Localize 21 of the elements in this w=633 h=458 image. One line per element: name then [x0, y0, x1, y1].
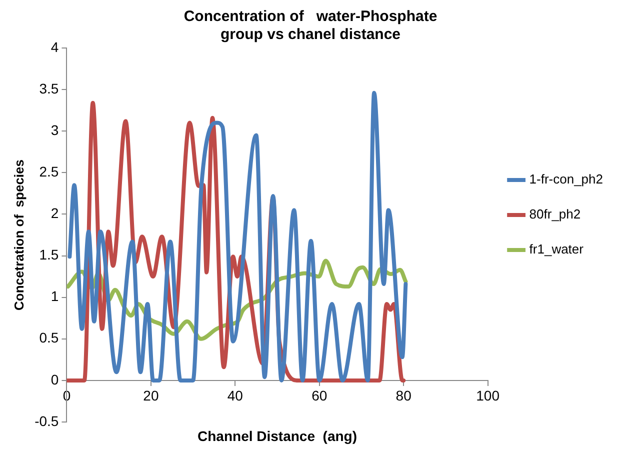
- y-tick-label: 1: [50, 288, 59, 304]
- x-tick-label: 80: [396, 388, 412, 404]
- y-tick-label: 2: [50, 205, 59, 222]
- y-tick-label: -0.5: [34, 412, 59, 429]
- x-axis-title: Channel Distance (ang): [198, 428, 357, 444]
- x-tick-label: 60: [312, 388, 328, 404]
- legend-label: 1-fr-con_ph2: [529, 172, 604, 187]
- chart-title: Concentration of water-Phosphate group vs chanel distance: [184, 8, 438, 44]
- legend-label: fr1_water: [529, 242, 584, 257]
- y-tick-label: 0: [50, 371, 59, 388]
- y-tick-label: 3.5: [39, 80, 59, 96]
- x-tick-label: 100: [476, 388, 500, 404]
- y-tick-label: 3: [50, 122, 59, 138]
- legend-label: 80fr_ph2: [529, 206, 581, 222]
- x-tick-label: 20: [143, 388, 159, 404]
- y-tick-label: 0.5: [39, 330, 59, 346]
- x-tick-label: 40: [227, 388, 244, 404]
- y-tick-label: 4: [50, 38, 59, 55]
- y-tick-label: 2.5: [39, 164, 59, 180]
- y-tick-label: 1.5: [39, 246, 59, 263]
- y-axis-title: Concetration of species: [11, 160, 26, 310]
